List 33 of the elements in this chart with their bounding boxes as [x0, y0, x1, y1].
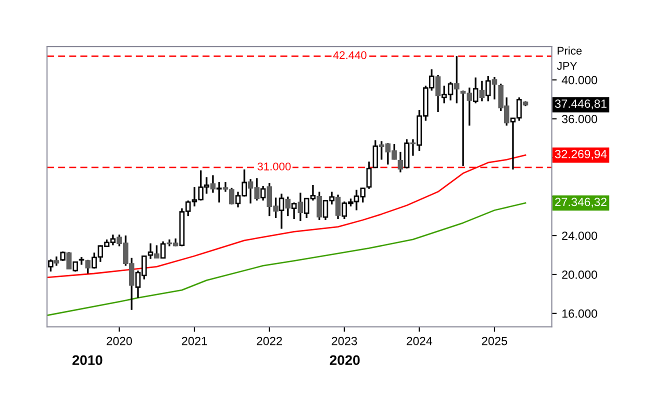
candlestick	[260, 185, 266, 202]
x-tick-label: 2024	[406, 336, 432, 346]
text: 2020	[330, 355, 360, 366]
text: 37.446,81	[555, 100, 607, 110]
y-tick-label: 36.000	[562, 114, 598, 124]
text: 32.269,94	[555, 150, 607, 160]
x-tick-label: 2023	[332, 336, 357, 346]
candlestick	[148, 242, 154, 260]
x-tick-label: 2020	[106, 336, 132, 346]
x-tick-label: 2022	[256, 336, 282, 346]
ref-line-label: 31.000	[258, 162, 291, 170]
candlestick	[60, 250, 66, 262]
candlestick	[372, 139, 378, 168]
y-tick-label: 24.000	[562, 232, 598, 240]
candlestick	[291, 202, 297, 220]
text: 2010	[72, 355, 102, 366]
candlestick	[78, 256, 84, 266]
text: 27.346,32	[555, 198, 606, 208]
ref-line-label: 42.440	[333, 51, 366, 60]
candlestick	[472, 76, 478, 104]
y-tick-label: 16.000	[562, 309, 598, 318]
candlestick	[216, 181, 222, 204]
y-tick-label: 40.000	[562, 76, 598, 84]
candlestick	[48, 258, 54, 272]
candlestick	[366, 160, 372, 190]
y-tick-label: 20.000	[562, 270, 598, 279]
x-tick-label: 2021	[182, 336, 208, 346]
x-tick-label: 2025	[482, 336, 508, 346]
candlestick	[160, 240, 166, 259]
line-series	[47, 202, 526, 316]
y-axis-title: Price JPY	[557, 46, 582, 70]
candlestick	[278, 192, 284, 230]
candlestick	[485, 75, 491, 102]
